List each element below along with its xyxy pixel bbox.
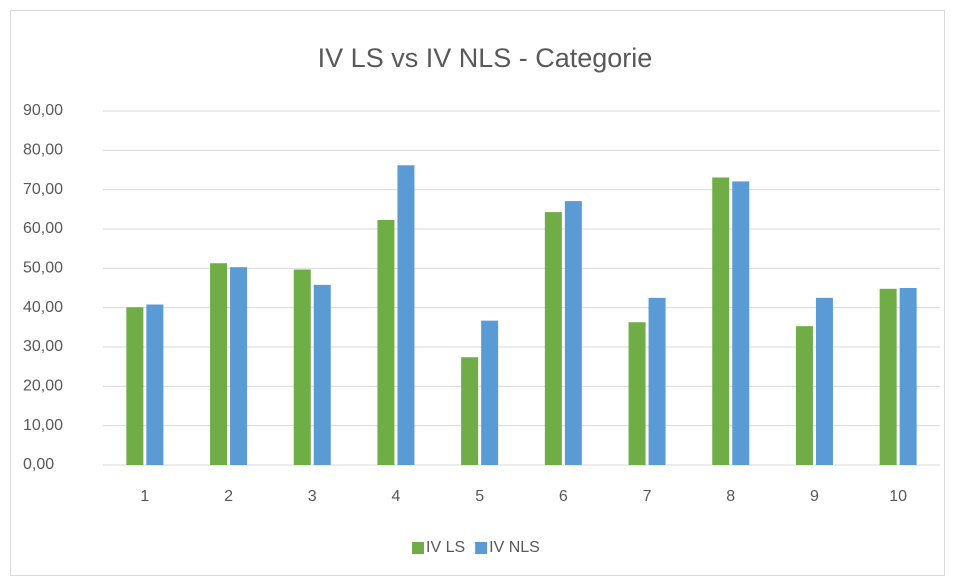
y-tick-label: 30,00 — [23, 338, 63, 355]
chart-title: IV LS vs IV NLS - Categorie — [318, 43, 653, 73]
x-tick-label: 10 — [889, 488, 907, 505]
bar — [146, 304, 164, 465]
bar — [648, 297, 666, 465]
bar — [293, 269, 311, 465]
bar — [377, 219, 395, 465]
bar — [126, 307, 144, 465]
bar — [879, 288, 897, 465]
y-tick-label: 40,00 — [23, 299, 63, 316]
y-tick-label: 50,00 — [23, 260, 63, 277]
y-tick-label: 70,00 — [23, 181, 63, 198]
bar — [461, 357, 479, 465]
bar — [712, 177, 730, 465]
legend-swatch — [475, 542, 488, 554]
bar — [564, 201, 582, 465]
y-tick-label: 0,00 — [23, 456, 54, 473]
x-tick-label: 1 — [140, 488, 149, 505]
bar — [313, 284, 331, 465]
bar — [544, 212, 562, 465]
y-tick-label: 10,00 — [23, 417, 63, 434]
y-tick-label: 20,00 — [23, 378, 63, 395]
x-tick-label: 6 — [559, 488, 568, 505]
x-tick-label: 4 — [391, 488, 400, 505]
x-tick-label: 3 — [308, 488, 317, 505]
legend-swatch — [412, 542, 424, 554]
bar — [899, 288, 917, 465]
bar — [210, 263, 228, 465]
bar — [397, 165, 415, 465]
y-tick-label: 60,00 — [23, 220, 63, 237]
bar — [230, 267, 248, 465]
x-tick-label: 5 — [475, 488, 484, 505]
bar — [732, 181, 750, 465]
y-tick-label: 90,00 — [23, 102, 63, 119]
x-tick-label: 2 — [224, 488, 233, 505]
legend-label: IV LS — [426, 539, 465, 556]
x-tick-label: 9 — [810, 488, 819, 505]
bar — [815, 297, 833, 465]
chart-border — [10, 10, 945, 576]
legend-label: IV NLS — [489, 539, 540, 556]
y-tick-label: 80,00 — [23, 142, 63, 159]
bar — [795, 326, 813, 465]
x-tick-label: 8 — [726, 488, 735, 505]
bar — [481, 320, 499, 465]
x-tick-label: 7 — [643, 488, 652, 505]
bar — [628, 322, 646, 465]
